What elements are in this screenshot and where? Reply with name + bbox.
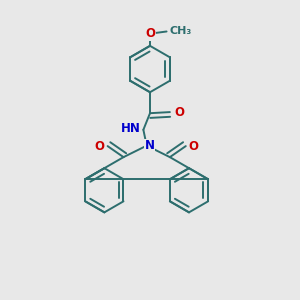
- Text: O: O: [95, 140, 105, 153]
- Text: O: O: [174, 106, 184, 118]
- Text: CH₃: CH₃: [169, 26, 192, 37]
- Text: O: O: [189, 140, 199, 153]
- Text: O: O: [145, 27, 155, 40]
- Text: HN: HN: [121, 122, 140, 135]
- Text: N: N: [145, 139, 154, 152]
